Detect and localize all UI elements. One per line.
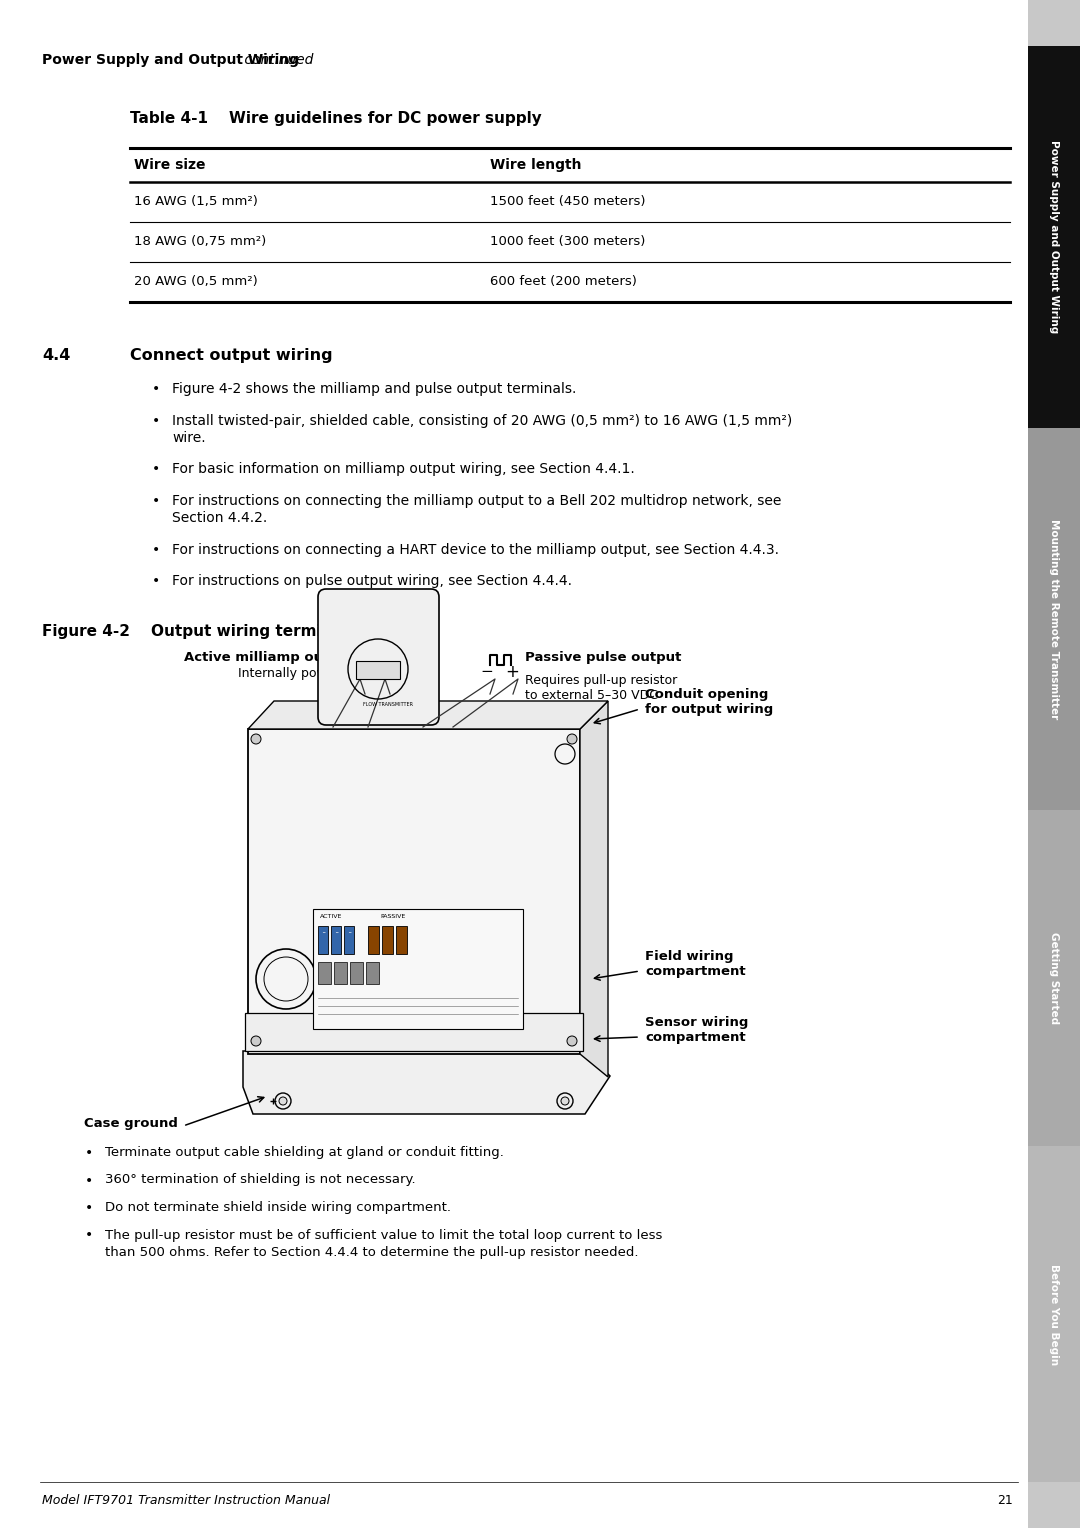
Text: For basic information on milliamp output wiring, see Section 4.4.1.: For basic information on milliamp output…	[172, 463, 635, 477]
Text: Model IFT9701 Transmitter Instruction Manual: Model IFT9701 Transmitter Instruction Ma…	[42, 1493, 330, 1507]
Bar	[382, 926, 393, 953]
Bar	[1028, 46, 1080, 428]
Text: 4.4: 4.4	[42, 348, 70, 364]
Bar	[1028, 810, 1080, 1146]
Text: Terminate output cable shielding at gland or conduit fitting.: Terminate output cable shielding at glan…	[105, 1146, 504, 1160]
Text: •: •	[152, 494, 160, 507]
Polygon shape	[248, 701, 608, 729]
Text: Wire size: Wire size	[134, 157, 205, 173]
Text: Section 4.4.2.: Section 4.4.2.	[172, 512, 267, 526]
Bar	[1028, 1482, 1080, 1528]
Text: 1500 feet (450 meters): 1500 feet (450 meters)	[490, 196, 646, 208]
Text: •: •	[152, 463, 160, 477]
Text: −: −	[356, 665, 369, 680]
Text: Before You Begin: Before You Begin	[1049, 1264, 1059, 1365]
Text: wire.: wire.	[172, 431, 205, 445]
Text: ACTIVE: ACTIVE	[320, 914, 342, 920]
Circle shape	[251, 1036, 261, 1047]
Text: •: •	[85, 1229, 93, 1242]
Text: FLOW TRANSMITTER: FLOW TRANSMITTER	[363, 701, 413, 706]
Bar	[1028, 428, 1080, 810]
Text: Table 4-1    Wire guidelines for DC power supply: Table 4-1 Wire guidelines for DC power s…	[130, 110, 542, 125]
Text: for output wiring: for output wiring	[645, 703, 773, 717]
Text: continued: continued	[240, 53, 313, 67]
Text: ─: ─	[322, 931, 324, 935]
Bar	[330, 926, 341, 953]
Text: •: •	[85, 1146, 93, 1160]
Text: Connect output wiring: Connect output wiring	[130, 348, 333, 364]
Text: Passive pulse output: Passive pulse output	[525, 651, 681, 665]
Circle shape	[567, 1036, 577, 1047]
Text: 21: 21	[997, 1493, 1013, 1507]
Polygon shape	[243, 1051, 610, 1114]
Text: Install twisted-pair, shielded cable, consisting of 20 AWG (0,5 mm²) to 16 AWG (: Install twisted-pair, shielded cable, co…	[172, 414, 793, 428]
Text: Field wiring: Field wiring	[645, 950, 733, 963]
Text: to external 5–30 VDC: to external 5–30 VDC	[525, 689, 658, 701]
Text: •: •	[152, 414, 160, 428]
Text: Figure 4-2 shows the milliamp and pulse output terminals.: Figure 4-2 shows the milliamp and pulse …	[172, 382, 577, 396]
Bar	[318, 926, 328, 953]
Bar	[368, 926, 379, 953]
Text: Requires pull-up resistor: Requires pull-up resistor	[525, 674, 677, 688]
Text: Figure 4-2    Output wiring terminals: Figure 4-2 Output wiring terminals	[42, 623, 357, 639]
Bar	[318, 963, 330, 984]
Text: •: •	[152, 575, 160, 588]
Text: ─: ─	[348, 931, 350, 935]
Text: •: •	[152, 382, 160, 396]
Bar	[366, 963, 379, 984]
Text: Power Supply and Output Wiring: Power Supply and Output Wiring	[42, 53, 299, 67]
Bar	[356, 662, 400, 678]
Text: Active milliamp output: Active milliamp output	[185, 651, 355, 665]
Text: 600 feet (200 meters): 600 feet (200 meters)	[490, 275, 637, 289]
Circle shape	[279, 1097, 287, 1105]
Bar	[334, 963, 347, 984]
Bar	[350, 963, 363, 984]
Text: +: +	[383, 663, 397, 681]
Text: For instructions on connecting a HART device to the milliamp output, see Section: For instructions on connecting a HART de…	[172, 542, 779, 558]
Text: •: •	[152, 542, 160, 558]
Bar	[313, 909, 523, 1028]
Bar	[1028, 0, 1080, 46]
Text: 18 AWG (0,75 mm²): 18 AWG (0,75 mm²)	[134, 235, 267, 249]
FancyBboxPatch shape	[318, 588, 438, 724]
Text: 16 AWG (1,5 mm²): 16 AWG (1,5 mm²)	[134, 196, 258, 208]
Text: power supply: power supply	[525, 704, 609, 717]
Circle shape	[567, 733, 577, 744]
Text: Sensor wiring: Sensor wiring	[645, 1016, 748, 1028]
Text: compartment: compartment	[645, 1031, 745, 1044]
Text: compartment: compartment	[645, 966, 745, 978]
Circle shape	[561, 1097, 569, 1105]
Text: Internally powered: Internally powered	[238, 668, 355, 680]
Text: Mounting the Remote Transmitter: Mounting the Remote Transmitter	[1049, 518, 1059, 720]
Text: 4–20  mA: 4–20 mA	[346, 686, 404, 698]
Text: −: −	[481, 665, 494, 680]
Text: Conduit opening: Conduit opening	[645, 688, 768, 701]
Text: •: •	[85, 1201, 93, 1215]
Text: PASSIVE: PASSIVE	[380, 914, 406, 920]
Text: Power Supply and Output Wiring: Power Supply and Output Wiring	[1049, 141, 1059, 333]
Text: For instructions on connecting the milliamp output to a Bell 202 multidrop netwo: For instructions on connecting the milli…	[172, 494, 781, 507]
Text: than 500 ohms. Refer to Section 4.4.4 to determine the pull-up resistor needed.: than 500 ohms. Refer to Section 4.4.4 to…	[105, 1245, 638, 1259]
Text: Getting Started: Getting Started	[1049, 932, 1059, 1024]
Text: 20 AWG (0,5 mm²): 20 AWG (0,5 mm²)	[134, 275, 258, 289]
Text: +: +	[505, 663, 518, 681]
Text: Case ground: Case ground	[84, 1117, 178, 1129]
Polygon shape	[580, 701, 608, 1077]
Bar	[1028, 1146, 1080, 1482]
Bar	[396, 926, 407, 953]
Polygon shape	[248, 729, 580, 1054]
Circle shape	[251, 733, 261, 744]
Text: Do not terminate shield inside wiring compartment.: Do not terminate shield inside wiring co…	[105, 1201, 451, 1215]
Text: •: •	[85, 1174, 93, 1187]
Text: Wire length: Wire length	[490, 157, 581, 173]
Text: ─: ─	[335, 931, 337, 935]
Text: 360° termination of shielding is not necessary.: 360° termination of shielding is not nec…	[105, 1174, 416, 1187]
Bar	[345, 926, 354, 953]
Bar	[245, 1013, 583, 1051]
Text: The pull-up resistor must be of sufficient value to limit the total loop current: The pull-up resistor must be of sufficie…	[105, 1229, 662, 1241]
Text: For instructions on pulse output wiring, see Section 4.4.4.: For instructions on pulse output wiring,…	[172, 575, 572, 588]
Text: 1000 feet (300 meters): 1000 feet (300 meters)	[490, 235, 646, 249]
